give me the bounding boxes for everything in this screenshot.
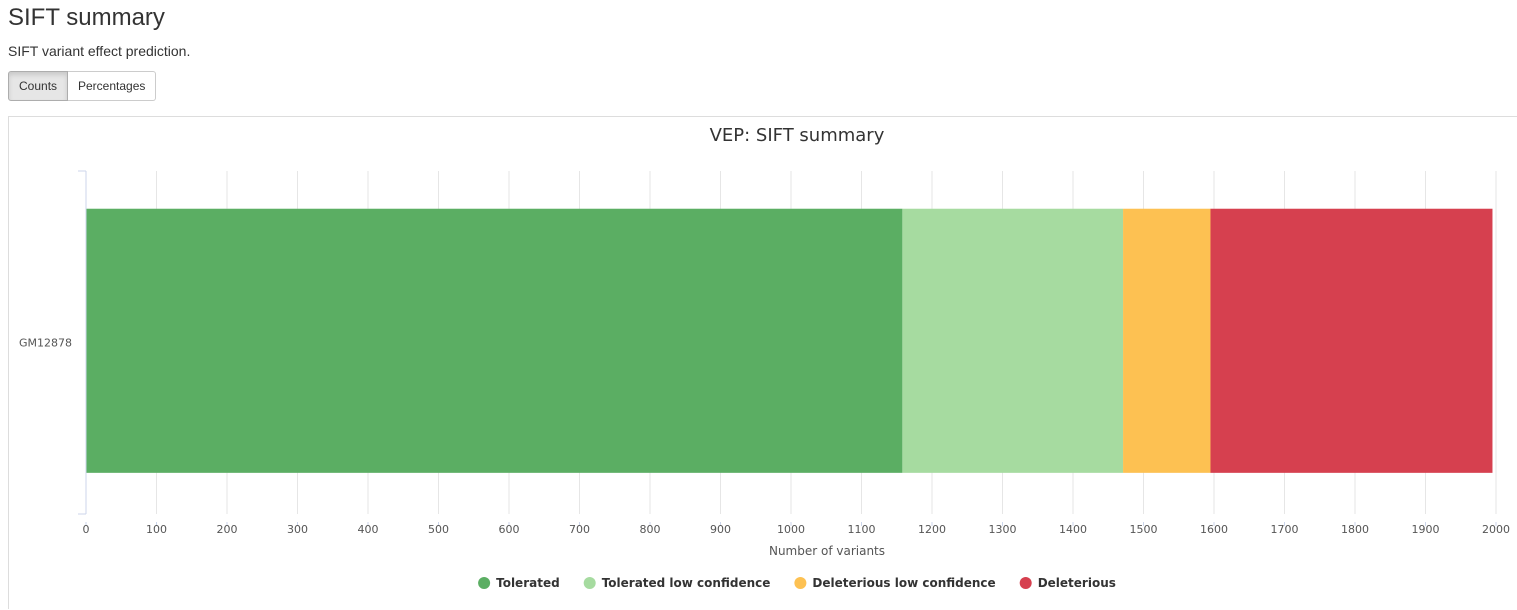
page-title: SIFT summary [8,4,165,31]
x-tick-label: 800 [640,523,661,536]
x-tick-label: 0 [83,523,90,536]
legend-label: Deleterious low confidence [812,576,995,590]
x-tick-label: 300 [287,523,308,536]
bar-segments [86,208,1493,473]
x-tick-label: 600 [499,523,520,536]
legend-marker-icon [1019,577,1032,589]
sift-summary-chart: VEP: SIFT summary 0 100 200 300 400 500 600 700… [19,125,1510,590]
counts-button[interactable]: Counts [8,71,68,101]
x-tick-label: 1700 [1271,523,1299,536]
legend-label: Tolerated low confidence [602,576,771,590]
bar-segment-tolerated[interactable] [86,208,903,473]
x-tick-label: 500 [428,523,449,536]
chart-container: VEP: SIFT summary 0 100 200 300 400 500 600 700… [8,116,1517,609]
x-tick-label: 1800 [1341,523,1369,536]
bar-segment-tolerated-low-confidence[interactable] [902,208,1124,473]
y-category-label: GM12878 [19,337,72,350]
x-tick-label: 1300 [989,523,1017,536]
x-tick-label: 1500 [1130,523,1158,536]
x-tick-label: 700 [569,523,590,536]
legend-marker-icon [794,577,807,589]
x-tick-label: 900 [710,523,731,536]
bar-segment-deleterious[interactable] [1210,208,1493,473]
bar-segment-deleterious-low-confidence[interactable] [1123,208,1211,473]
legend-item-tolerated-low-confidence[interactable]: Tolerated low confidence [583,576,771,590]
legend-label: Deleterious [1038,576,1116,590]
legend-marker-icon [478,577,491,589]
x-tick-label: 200 [217,523,238,536]
legend-item-tolerated[interactable]: Tolerated [478,576,560,590]
x-tick-label: 1400 [1059,523,1087,536]
legend-label: Tolerated [496,576,560,590]
legend-item-deleterious-low-confidence[interactable]: Deleterious low confidence [794,576,996,590]
x-tick-label: 1100 [848,523,876,536]
page-description: SIFT variant effect prediction. [8,43,191,59]
x-tick-label: 1000 [777,523,805,536]
legend-marker-icon [583,577,596,589]
axes: 0 100 200 300 400 500 600 700 800 900 1000 1100 1200… [19,170,1510,536]
legend-item-deleterious[interactable]: Deleterious [1019,576,1116,590]
x-tick-label: 2000 [1482,523,1510,536]
x-tick-label: 1600 [1200,523,1228,536]
percentages-button[interactable]: Percentages [68,71,156,101]
x-tick-label: 400 [358,523,379,536]
x-axis-title: Number of variants [769,544,885,558]
legend: Tolerated Tolerated low confidence Deleter… [478,576,1116,590]
x-tick-label: 1200 [918,523,946,536]
x-tick-label: 1900 [1412,523,1440,536]
view-toggle-group: Counts Percentages [8,71,156,101]
chart-title: VEP: SIFT summary [710,125,885,146]
x-tick-label: 100 [146,523,167,536]
